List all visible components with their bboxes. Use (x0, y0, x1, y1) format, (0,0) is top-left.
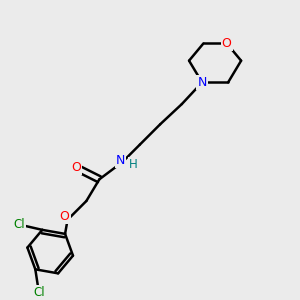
Text: O: O (222, 37, 232, 50)
Text: Cl: Cl (34, 286, 46, 299)
Text: O: O (71, 161, 81, 174)
Text: N: N (197, 76, 207, 89)
Text: O: O (60, 210, 70, 224)
Text: Cl: Cl (13, 218, 25, 231)
Text: H: H (129, 158, 138, 171)
Text: N: N (116, 154, 125, 167)
